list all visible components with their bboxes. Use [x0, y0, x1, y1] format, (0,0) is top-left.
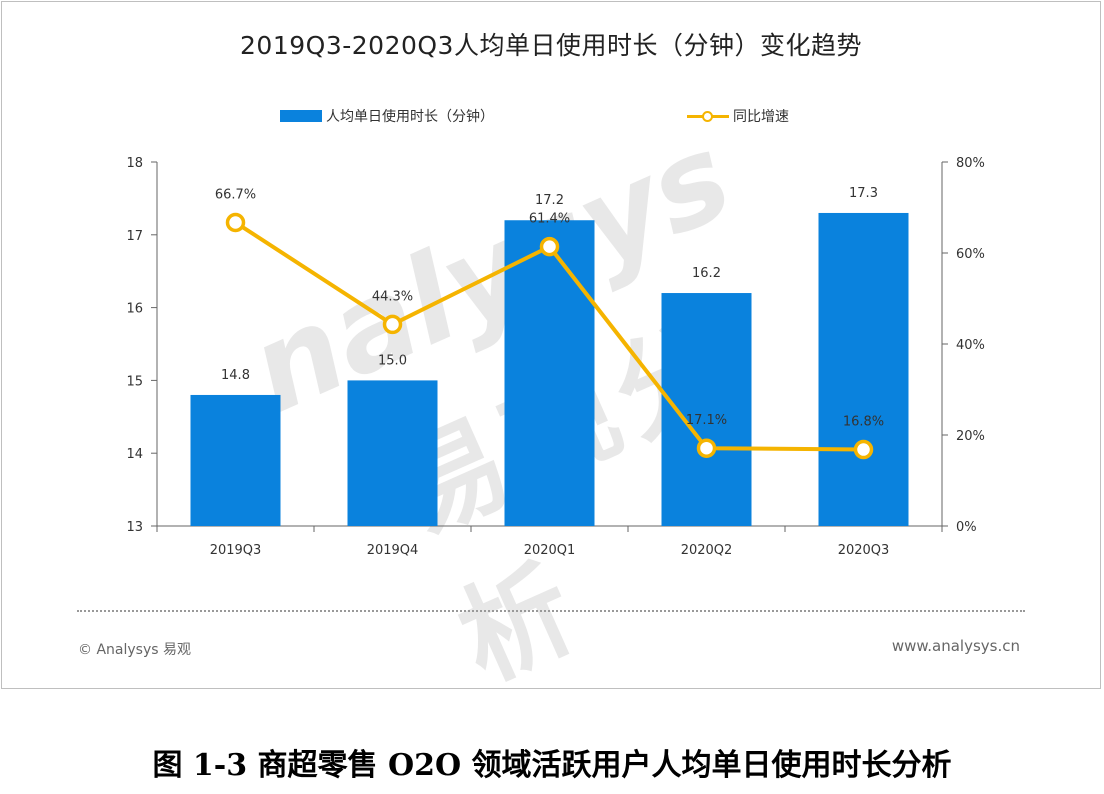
- legend-line-label: 同比增速: [733, 109, 789, 125]
- growth-value-label: 16.8%: [843, 415, 884, 430]
- bar-value-label: 17.3: [849, 186, 878, 201]
- y-left-tick-label: 14: [126, 447, 143, 462]
- growth-value-label: 61.4%: [529, 212, 570, 227]
- bar: [504, 220, 595, 527]
- growth-point: [853, 439, 874, 460]
- y-right-tick-label: 80%: [956, 156, 985, 171]
- combo-chart: 13 14 15 16 17 18 0% 20% 40% 60% 80% 14.8 15.0 17.2 16…: [126, 156, 985, 558]
- bar: [347, 380, 438, 526]
- chart-panel: nalysys 易观分析 2019Q3-2020Q3人均单日使用时长（分钟）变化…: [1, 1, 1101, 705]
- bar-value-label: 15.0: [378, 353, 407, 368]
- y-right-tick-label: 0%: [956, 520, 977, 535]
- growth-point: [539, 236, 560, 257]
- legend-bar-label: 人均单日使用时长（分钟）: [326, 109, 494, 125]
- legend-line-swatch: [687, 110, 729, 122]
- bar: [818, 212, 909, 526]
- growth-point: [382, 314, 403, 335]
- growth-value-label: 66.7%: [215, 188, 256, 203]
- legend-item-bar: 人均单日使用时长（分钟）: [280, 106, 494, 126]
- x-tick-label: 2019Q3: [210, 543, 262, 558]
- y-left-tick-label: 17: [126, 229, 143, 244]
- growth-value-label: 17.1%: [686, 413, 727, 428]
- y-left-tick-label: 18: [126, 156, 143, 171]
- y-right-tick-label: 40%: [956, 338, 985, 353]
- growth-point: [696, 438, 717, 458]
- legend-item-line: 同比增速: [687, 106, 789, 126]
- bar-value-label: 16.2: [692, 266, 721, 281]
- y-left-tick-label: 16: [126, 302, 143, 317]
- x-tick-label: 2020Q2: [681, 543, 733, 558]
- y-right-tick-label: 20%: [956, 429, 985, 444]
- x-tick-label: 2019Q4: [367, 543, 419, 558]
- y-left-tick-label: 15: [126, 374, 143, 389]
- bar-value-label: 17.2: [535, 193, 564, 208]
- y-left-tick-label: 13: [126, 520, 143, 535]
- chart-title: 2019Q3-2020Q3人均单日使用时长（分钟）变化趋势: [240, 31, 862, 60]
- website-text: www.analysys.cn: [891, 637, 1020, 655]
- growth-point: [225, 212, 246, 233]
- copyright-text: © Analysys 易观: [78, 642, 191, 658]
- footer-divider: [77, 610, 1025, 612]
- y-right-tick-label: 60%: [956, 247, 985, 262]
- legend-bar-swatch: [280, 110, 322, 122]
- growth-value-label: 44.3%: [372, 289, 413, 304]
- x-tick-label: 2020Q3: [838, 543, 890, 558]
- bar-value-label: 14.8: [221, 368, 250, 383]
- figure-caption: 图 1-3 商超零售 O2O 领域活跃用户人均单日使用时长分析: [152, 748, 952, 783]
- bar: [190, 394, 281, 526]
- x-tick-label: 2020Q1: [524, 543, 576, 558]
